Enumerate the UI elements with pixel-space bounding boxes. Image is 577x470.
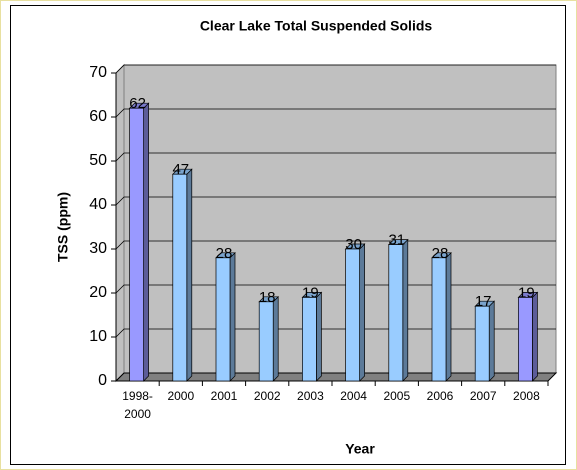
bar <box>345 248 360 382</box>
y-tick-label: 50 <box>89 152 107 169</box>
bar <box>172 173 188 382</box>
data-label: 62 <box>129 95 146 112</box>
x-tick-label: 2000 <box>167 389 194 403</box>
grid-line <box>115 284 556 294</box>
bar <box>474 305 490 382</box>
data-label: 17 <box>475 293 492 310</box>
y-tick-label: 40 <box>89 196 107 213</box>
bar <box>302 297 317 382</box>
data-label: 47 <box>172 161 189 178</box>
grid-line <box>115 240 556 250</box>
x-tick-label: 2008 <box>513 389 540 403</box>
bar <box>215 257 231 382</box>
x-axis-label: Year <box>345 441 375 457</box>
data-label: 19 <box>518 284 535 301</box>
bar <box>388 244 404 382</box>
bar <box>518 297 533 382</box>
bar-side <box>445 251 452 382</box>
data-label: 18 <box>259 289 276 306</box>
chart-title: Clear Lake Total Suspended Solids <box>200 18 433 34</box>
data-label: 30 <box>345 236 362 253</box>
x-tick-label: 2001 <box>211 389 238 403</box>
x-tick-label: 2005 <box>383 389 410 403</box>
bar <box>129 107 144 382</box>
grid-line <box>115 108 556 118</box>
x-tick-label: 2003 <box>297 389 324 403</box>
grid-line <box>115 152 556 162</box>
y-tick-label: 60 <box>89 108 107 125</box>
side-wall <box>115 63 125 383</box>
grid-line <box>115 196 556 206</box>
grid-line <box>115 64 556 74</box>
y-tick-label: 10 <box>89 328 107 345</box>
data-label: 28 <box>216 245 233 262</box>
bar-side <box>186 168 193 382</box>
bar-side <box>359 243 365 382</box>
data-label: 31 <box>388 232 405 249</box>
x-tick-label: 2002 <box>254 389 281 403</box>
y-axis-label: TSS (ppm) <box>55 192 71 262</box>
y-tick-label: 30 <box>89 240 107 257</box>
x-tick-label: 1998-2000 <box>122 389 153 421</box>
bar-side <box>272 295 279 382</box>
bar-side <box>143 102 149 382</box>
bar-side <box>532 291 538 382</box>
bar-side <box>402 238 409 382</box>
x-tick-label: 2004 <box>340 389 367 403</box>
bar-side <box>229 251 236 382</box>
y-tick-label: 0 <box>98 372 107 389</box>
bar <box>258 301 274 382</box>
data-label: 19 <box>302 284 319 301</box>
bar-side <box>488 300 495 382</box>
grid-line <box>115 372 556 382</box>
y-tick-label: 20 <box>89 284 107 301</box>
y-tick-label: 70 <box>89 64 107 81</box>
bar-side <box>316 291 322 382</box>
data-label: 28 <box>432 245 449 262</box>
grid-line <box>115 328 556 338</box>
x-tick-label: 2007 <box>470 389 497 403</box>
x-tick-label: 2006 <box>427 389 454 403</box>
bar <box>431 257 447 382</box>
